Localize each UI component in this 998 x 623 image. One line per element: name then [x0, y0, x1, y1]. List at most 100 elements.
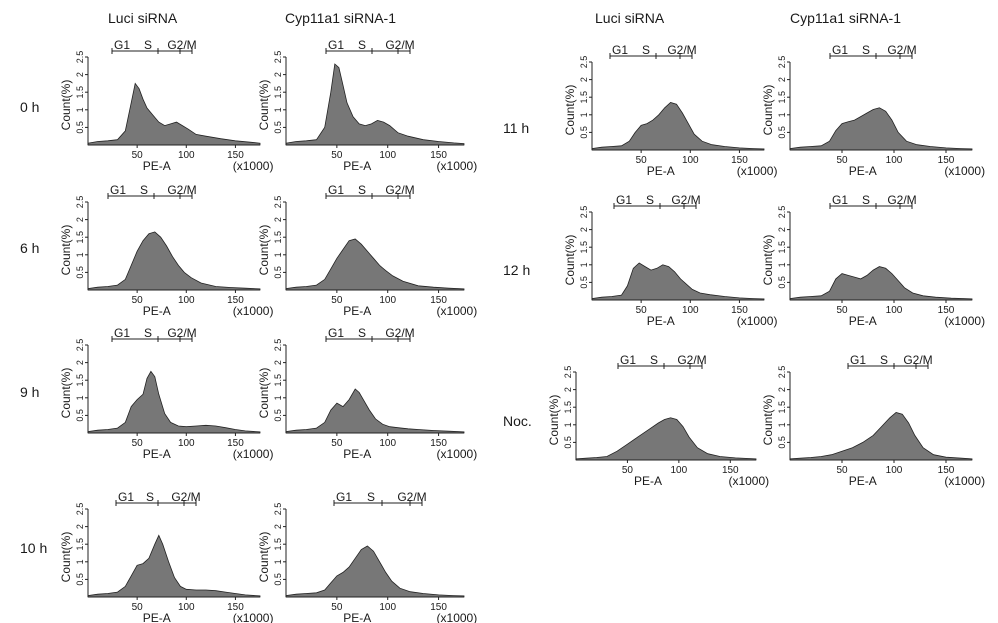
x-axis-title: PE-A: [343, 611, 371, 623]
histogram-panel: 50 100 150 0.5 1 1.5 2 2.5 Count(%) PE-A (x1000) G1…: [547, 353, 769, 488]
y-tick-label: 2: [777, 387, 787, 392]
x-tick-label: 50: [331, 295, 343, 306]
x-tick-label: 100: [379, 295, 396, 306]
x-axis-title: PE-A: [647, 314, 675, 328]
gate-label-g1: G1: [114, 38, 130, 52]
row-label-11h: 11 h: [503, 120, 530, 136]
x-tick-label: 150: [938, 155, 955, 166]
y-tick-label: 1: [777, 262, 787, 267]
histogram-panel: 50 100 150 0.5 1 1.5 2 2.5 Count(%) PE-A (x1000) G1…: [257, 183, 477, 318]
x-tick-label: 50: [836, 305, 848, 316]
x-tick-label: 50: [331, 438, 343, 449]
y-axis-title: Count(%): [761, 395, 775, 446]
y-tick-label: 0.5: [777, 436, 787, 449]
y-tick-label: 1.5: [273, 538, 283, 551]
y-tick-label: 1.5: [579, 91, 589, 104]
x-axis-title: PE-A: [647, 164, 675, 178]
y-tick-label: 2: [273, 360, 283, 365]
y-tick-label: 1: [563, 422, 573, 427]
y-axis-title: Count(%): [59, 80, 73, 131]
histogram-panel: 50 100 150 0.5 1 1.5 2 2.5 Count(%) PE-A (x1000) G1…: [563, 43, 777, 178]
y-tick-label: 2.5: [777, 56, 787, 69]
y-tick-label: 2: [273, 524, 283, 529]
y-axis-title: Count(%): [59, 368, 73, 419]
y-tick-label: 1: [75, 559, 85, 564]
row-label-12h: 12 h: [503, 262, 531, 278]
y-tick-label: 1: [777, 112, 787, 117]
gate-label-g2m: G2/M: [887, 43, 916, 57]
y-tick-label: 2: [75, 524, 85, 529]
gate-label-g1: G1: [832, 43, 848, 57]
x-axis-title: PE-A: [143, 304, 171, 318]
x-axis-unit: (x1000): [437, 447, 478, 461]
column-header-luci-right: Luci siRNA: [595, 10, 665, 26]
histogram-panel: 50 100 150 0.5 1 1.5 2 2.5 Count(%) PE-A (x1000) G1…: [257, 38, 477, 173]
y-tick-label: 2.5: [579, 206, 589, 219]
gate-label-g1: G1: [118, 490, 134, 504]
y-tick-label: 1: [579, 112, 589, 117]
y-axis-title: Count(%): [547, 395, 561, 446]
histogram-area: [285, 238, 465, 291]
histogram-area: [789, 266, 973, 301]
y-tick-label: 2: [75, 360, 85, 365]
x-tick-label: 100: [379, 602, 396, 613]
histogram-panel: 50 100 150 0.5 1 1.5 2 2.5 Count(%) PE-A (x1000) G1…: [59, 183, 273, 318]
x-tick-label: 100: [682, 155, 699, 166]
gate-label-g2m: G2/M: [903, 353, 932, 367]
x-axis-unit: (x1000): [944, 164, 985, 178]
histogram-panel: 50 100 150 0.5 1 1.5 2 2.5 Count(%) PE-A (x1000) G1…: [257, 326, 477, 461]
x-tick-label: 100: [886, 465, 903, 476]
x-axis-title: PE-A: [343, 304, 371, 318]
x-tick-label: 50: [636, 305, 648, 316]
y-tick-label: 1: [75, 395, 85, 400]
y-tick-label: 2: [75, 217, 85, 222]
x-tick-label: 150: [722, 465, 739, 476]
y-axis-title: Count(%): [257, 532, 271, 583]
y-axis-title: Count(%): [257, 368, 271, 419]
gate-label-g1: G1: [328, 38, 344, 52]
y-tick-label: 1.5: [75, 374, 85, 387]
histogram-area: [285, 388, 465, 434]
histogram-panel: 50 100 150 0.5 1 1.5 2 2.5 Count(%) PE-A (x1000) G1…: [563, 193, 777, 328]
y-tick-label: 2: [75, 72, 85, 77]
gate-label-g2m: G2/M: [677, 353, 706, 367]
gate-label-g2m: G2/M: [397, 490, 426, 504]
y-tick-label: 1.5: [563, 401, 573, 414]
x-tick-label: 100: [178, 602, 195, 613]
y-tick-label: 1.5: [273, 374, 283, 387]
gate-label-g2m: G2/M: [887, 193, 916, 207]
histogram-panel: 50 100 150 0.5 1 1.5 2 2.5 Count(%) PE-A (x1000) G1…: [257, 490, 477, 623]
histogram-panel: 50 100 150 0.5 1 1.5 2 2.5 Count(%) PE-A (x1000) G1…: [59, 38, 273, 173]
y-tick-label: 2: [777, 77, 787, 82]
x-tick-label: 50: [331, 602, 343, 613]
row-label-6h: 6 h: [20, 240, 40, 256]
y-tick-label: 2.5: [273, 503, 283, 516]
y-tick-label: 2.5: [273, 196, 283, 209]
x-axis-title: PE-A: [343, 159, 371, 173]
y-axis-title: Count(%): [257, 80, 271, 131]
y-tick-label: 2.5: [273, 51, 283, 64]
gate-label-g1: G1: [110, 183, 126, 197]
gate-label-s: S: [880, 353, 888, 367]
y-tick-label: 1: [75, 107, 85, 112]
x-tick-label: 150: [227, 438, 244, 449]
x-tick-label: 100: [178, 150, 195, 161]
y-tick-label: 1.5: [75, 86, 85, 99]
x-axis-unit: (x1000): [737, 164, 778, 178]
gate-label-g1: G1: [620, 353, 636, 367]
x-axis-title: PE-A: [143, 611, 171, 623]
y-tick-label: 0.5: [273, 573, 283, 586]
x-tick-label: 100: [178, 295, 195, 306]
x-tick-label: 100: [379, 438, 396, 449]
y-axis-title: Count(%): [59, 225, 73, 276]
x-tick-label: 100: [886, 155, 903, 166]
y-tick-label: 1: [75, 252, 85, 257]
gate-label-g2m: G2/M: [171, 490, 200, 504]
y-tick-label: 1.5: [777, 241, 787, 254]
gate-label-g2m: G2/M: [167, 38, 196, 52]
x-tick-label: 50: [132, 438, 144, 449]
gate-label-s: S: [367, 490, 375, 504]
y-axis-title: Count(%): [59, 532, 73, 583]
